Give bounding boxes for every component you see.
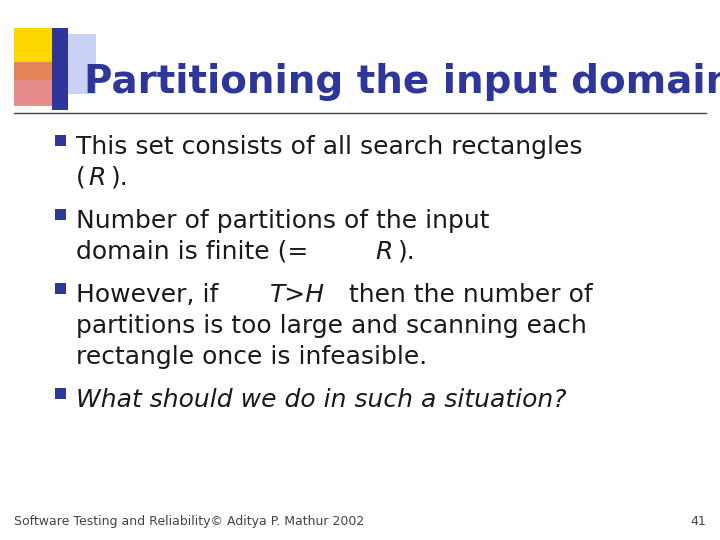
Text: T>H: T>H [270,283,325,307]
Text: ).: ). [111,166,129,190]
Bar [52,28,68,110]
Text: This set consists of all search rectangles: This set consists of all search rectangl… [76,135,582,159]
Text: Number of partitions of the input: Number of partitions of the input [76,209,490,233]
Bar [55,283,66,294]
Text: (: ( [76,166,86,190]
Text: then the number of: then the number of [341,283,593,307]
Bar [66,34,96,94]
Text: 41: 41 [690,515,706,528]
Text: However, if: However, if [76,283,226,307]
Text: domain is finite (=: domain is finite (= [76,240,308,264]
Text: R: R [89,166,106,190]
Text: ).: ). [398,240,416,264]
Text: R: R [376,240,393,264]
Bar [14,62,54,106]
Bar [14,28,58,80]
Text: What should we do in such a situation?: What should we do in such a situation? [76,388,567,412]
Bar [55,209,66,220]
Text: Partitioning the input domain: Partitioning the input domain [84,63,720,101]
Text: Software Testing and Reliability© Aditya P. Mathur 2002: Software Testing and Reliability© Aditya… [14,515,364,528]
Bar [55,388,66,399]
Bar [55,135,66,146]
Text: partitions is too large and scanning each: partitions is too large and scanning eac… [76,314,587,338]
Text: rectangle once is infeasible.: rectangle once is infeasible. [76,345,427,369]
